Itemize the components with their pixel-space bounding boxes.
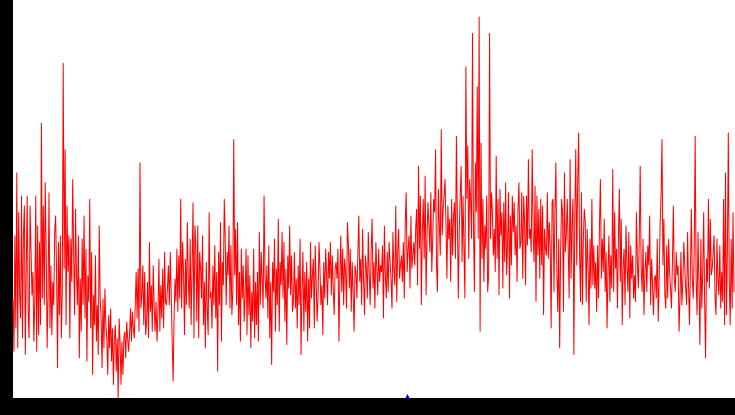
x-tick-label: 14:02 <box>78 405 107 415</box>
x-tick-label: 14:04 <box>177 405 206 415</box>
x-tick-label: 14:03 <box>128 405 157 415</box>
series-line <box>12 16 735 399</box>
y-tick-label: 84 <box>2 113 13 126</box>
x-tick-label: 14:11 <box>523 405 552 415</box>
y-tick-label: 120 <box>2 0 13 15</box>
x-tick-label: 14:06 <box>276 405 305 415</box>
y-tick-label: 60 <box>2 193 13 206</box>
y-tick-label: 96 <box>2 73 13 86</box>
x-tick-label: 14:09 <box>424 405 453 415</box>
x-tick-label: 14:07 <box>325 405 354 415</box>
x-tick-label: 14:13 <box>622 405 651 415</box>
x-tick-label: 14:12 <box>572 405 601 415</box>
x-tick-label: 14:14 <box>671 405 700 415</box>
x-tick-label: 14:10 <box>474 405 503 415</box>
y-tick-label: 108 <box>2 30 13 49</box>
x-tick-label: 14:01 <box>29 405 58 415</box>
series-group <box>12 16 735 399</box>
y-tick-label: 12 <box>2 352 13 365</box>
y-tick-label: 0 <box>2 392 13 398</box>
x-tick-label: 14:08 <box>375 405 404 415</box>
x-axis: 14:01 14:02 14:03 14:04 14:05 14:06 14:07 14:08… <box>29 399 735 415</box>
x-tick-label: 14:05 <box>227 405 256 415</box>
y-tick-label: 72 <box>2 153 13 166</box>
y-tick-label: 48 <box>2 232 13 245</box>
y-tick-label: 24 <box>2 312 13 325</box>
plot-area <box>13 0 735 398</box>
y-axis: 0 12 24 36 48 60 72 84 96 108 120 <box>2 0 13 398</box>
x-tick-label: 14 <box>721 405 734 415</box>
position-marker <box>405 394 410 399</box>
y-tick-label: 36 <box>2 272 13 285</box>
